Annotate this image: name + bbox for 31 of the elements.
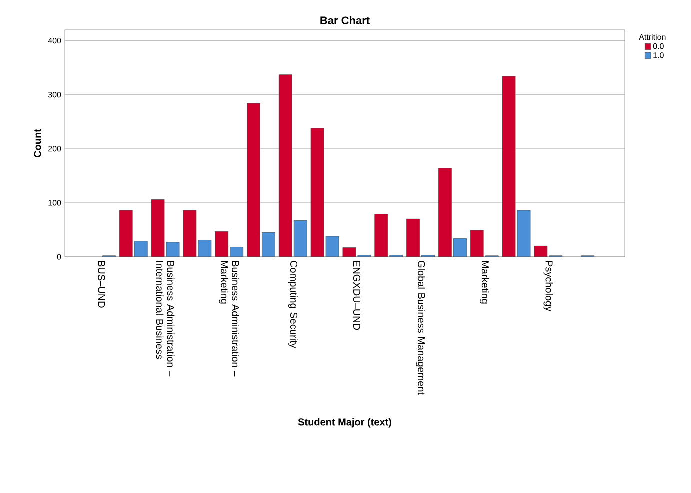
bar xyxy=(470,230,484,257)
x-tick-label: Psychology xyxy=(544,261,554,312)
legend-label: 0.0 xyxy=(653,44,664,50)
y-axis-title: Count xyxy=(34,129,42,158)
bar xyxy=(183,210,197,257)
bar xyxy=(151,200,165,257)
y-tick-label: 400 xyxy=(48,38,62,44)
y-tick-label: 0 xyxy=(57,254,62,260)
y-tick-label: 300 xyxy=(48,92,62,98)
x-tick-label: Business Administration – International Business xyxy=(156,261,175,377)
bar xyxy=(438,168,452,257)
y-tick-label: 200 xyxy=(48,146,62,152)
x-tick-label: ENGXDU–UND xyxy=(353,261,361,330)
bar xyxy=(278,74,292,257)
bar xyxy=(406,218,420,257)
x-axis-title: Student Major (text) xyxy=(298,418,392,428)
x-tick-label: Business Administration – Marketing xyxy=(219,261,240,377)
legend-title: Attrition xyxy=(639,34,666,40)
y-tick-label: 100 xyxy=(48,200,62,206)
x-tick-label: BUS–UND xyxy=(98,261,106,308)
bar xyxy=(310,128,324,257)
chart-title: Bar Chart xyxy=(320,16,370,24)
bar xyxy=(215,231,229,257)
bar xyxy=(502,76,516,257)
legend-label: 1.0 xyxy=(654,52,664,58)
x-tick-label: Marketing xyxy=(480,261,490,304)
x-tick-label: Global Business Management xyxy=(416,261,426,395)
bar xyxy=(374,214,388,257)
bar xyxy=(247,103,260,257)
bar xyxy=(119,210,133,257)
x-tick-label: Computing Security xyxy=(288,261,298,348)
